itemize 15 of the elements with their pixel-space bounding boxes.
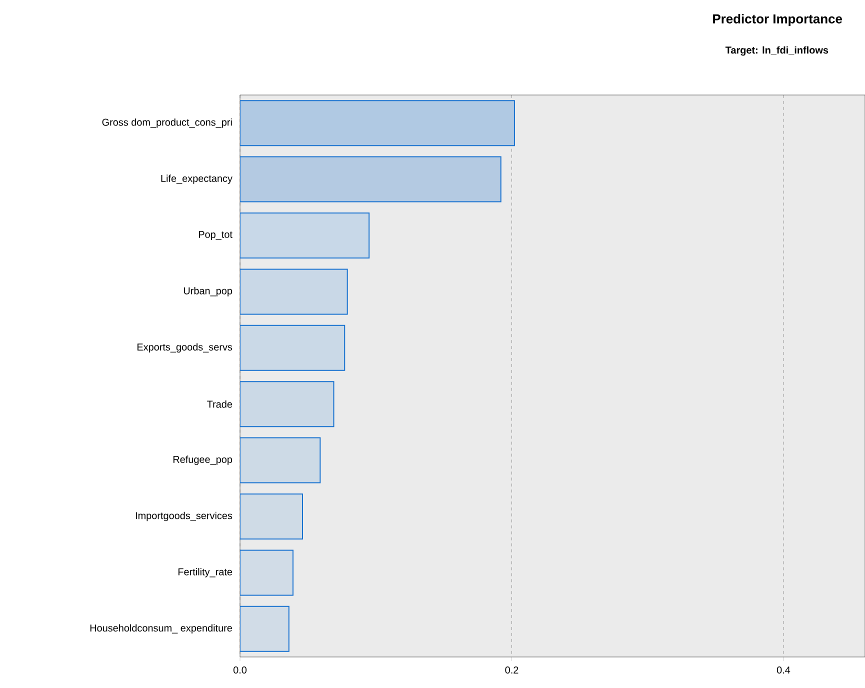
y-tick-label: Pop_tot [198,231,232,240]
chart-title: Predictor Importance [713,14,842,26]
y-tick-label: Gross dom_product_cons_pri [102,118,232,128]
x-tick-label: 0.4 [776,666,790,674]
y-tick-label: Refugee_pop [173,456,232,465]
y-tick-label: Importgoods_services [136,512,232,522]
chart-subtitle: Target: ln_fdi_inflows [725,46,828,56]
y-tick-label: Fertility_rate [178,568,232,578]
y-tick-label: Urban_pop [184,287,232,296]
x-tick-label: 0.0 [233,666,247,674]
x-tick-label: 0.2 [505,666,518,674]
y-tick-label: Exports_goods_servs [137,343,232,353]
y-tick-label: Trade [207,400,232,408]
y-tick-label: Householdconsum_ expenditure [90,624,232,634]
y-tick-label: Life_expectancy [161,174,232,184]
